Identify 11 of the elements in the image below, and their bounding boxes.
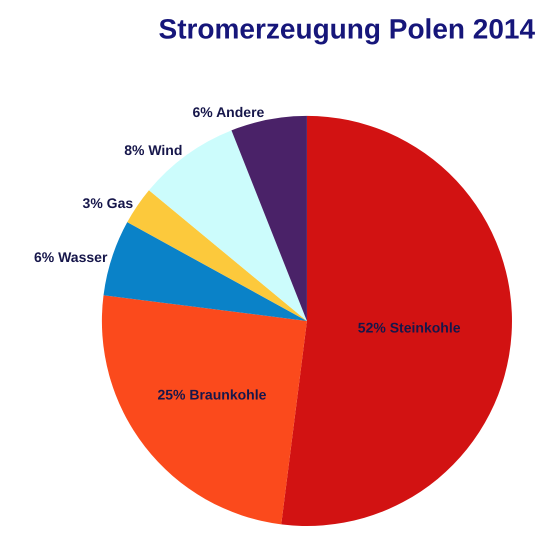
pie-slice [102,295,307,524]
pie-slice [281,116,512,526]
pie-slice [148,130,307,321]
slice-label: 52% Steinkohle [358,319,461,336]
slice-label: 8% Wind [124,142,182,158]
slice-label: 25% Braunkohle [157,386,267,403]
pie-slice [231,116,307,321]
slice-label: 6% Wasser [34,248,108,265]
slice-label: 6% Andere [192,104,265,120]
chart-title: Stromerzeugung Polen 2014 [158,13,536,44]
slice-label: 3% Gas [82,195,134,212]
